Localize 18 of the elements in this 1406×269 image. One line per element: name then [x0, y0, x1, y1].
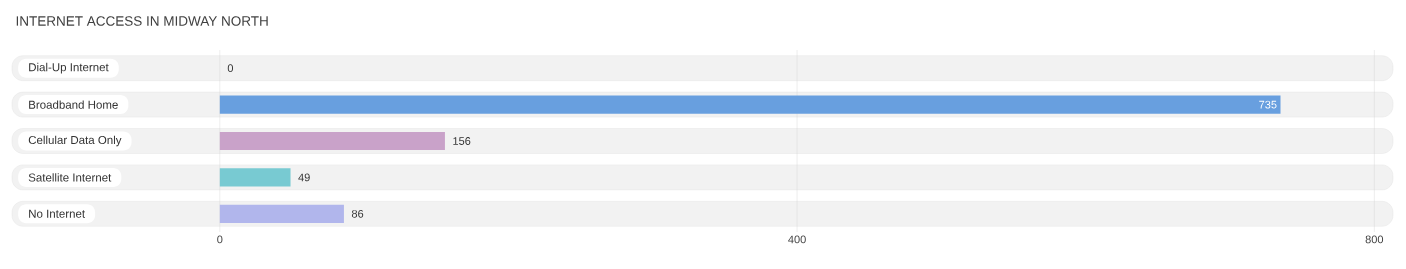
chart-title: INTERNET ACCESS IN MIDWAY NORTH: [16, 16, 268, 26]
y-tick-label: No Internet: [29, 209, 85, 218]
bar: [219, 95, 1281, 114]
data-label: 0: [227, 64, 234, 73]
x-tick-label: 400: [788, 235, 806, 244]
bar: [219, 204, 344, 223]
x-tick-label: 0: [217, 235, 223, 244]
bar: [219, 131, 445, 151]
y-tick-label: Cellular Data Only: [28, 135, 122, 147]
y-tick-label: Broadband Home: [29, 100, 118, 109]
data-label: 156: [453, 137, 471, 145]
bar: [219, 168, 291, 187]
data-label: 86: [351, 209, 364, 218]
y-tick-label: Satellite Internet: [28, 173, 112, 182]
y-tick-label: Dial-Up Internet: [29, 62, 109, 74]
data-label: 49: [298, 173, 310, 182]
x-tick-label: 800: [1365, 235, 1384, 244]
data-label: 735: [1259, 100, 1277, 109]
